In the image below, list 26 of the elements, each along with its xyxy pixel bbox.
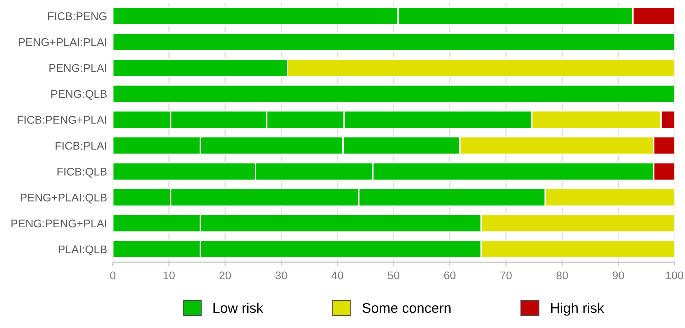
bar: [113, 84, 675, 104]
x-tick-label: 30: [276, 272, 288, 280]
x-tick-label: 90: [612, 272, 624, 280]
y-tick-label: PENG:PENG+PLAI: [12, 220, 106, 228]
x-tick-label: 0: [110, 272, 116, 280]
y-tick-label: FICB:PLAI: [56, 142, 106, 150]
y-tick-label: PENG+PLAI:QLB: [20, 194, 107, 204]
x-tick-label: 70: [500, 272, 512, 280]
y-tick-label: PENG:PLAI: [50, 64, 106, 72]
x-tick-label: 40: [332, 272, 344, 280]
x-tick-label: 80: [556, 272, 568, 280]
legend-label: Some concern: [362, 303, 451, 314]
legend-label: Low risk: [214, 302, 264, 314]
x-tick-label: 100: [666, 272, 684, 280]
y-tick-label: PENG:QLB: [52, 90, 107, 100]
y-tick-label: PENG+PLAI:PLAI: [19, 38, 106, 46]
x-tick-label: 50: [388, 272, 400, 280]
x-tick-label: 20: [220, 272, 232, 280]
bar: [113, 32, 675, 52]
x-tick-label: 60: [444, 272, 456, 280]
legend-label: High risk: [551, 302, 604, 316]
y-tick-label: FICB:PENG+PLAI: [18, 116, 106, 124]
x-tick-label: 10: [164, 272, 175, 280]
y-tick-label: FICB:PENG: [48, 12, 107, 20]
y-tick-label: PLAI:QLB: [58, 246, 107, 256]
y-tick-label: FICB:QLB: [58, 168, 107, 178]
